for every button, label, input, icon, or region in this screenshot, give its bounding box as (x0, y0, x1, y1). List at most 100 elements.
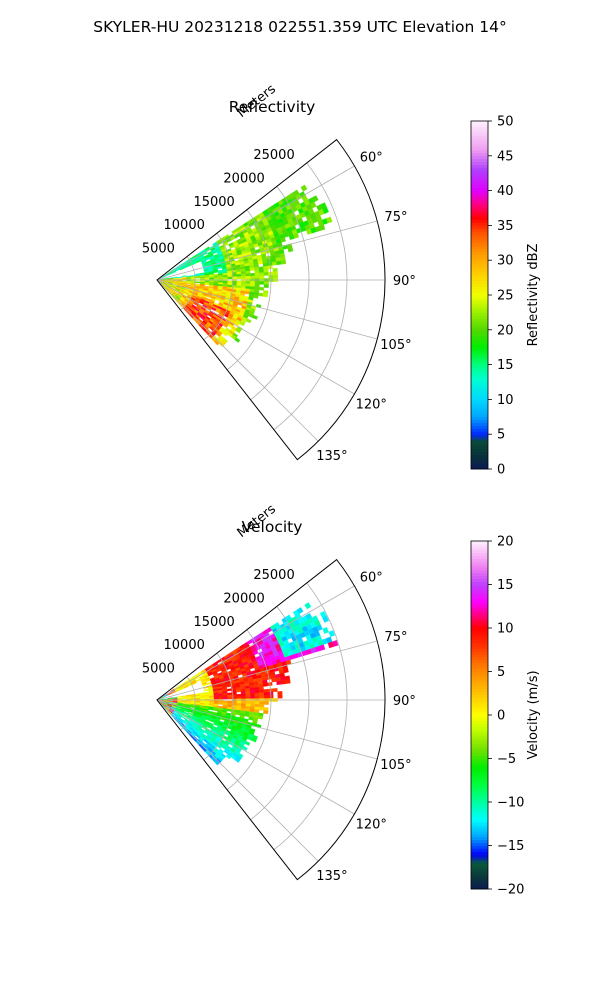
field-cell (227, 694, 233, 698)
colorbar-cell (471, 735, 488, 739)
colorbar-cell (471, 309, 488, 313)
colorbar-cell (471, 717, 488, 722)
colorbar-cell (471, 187, 488, 191)
reflectivity-plot: 60° 75° 90° 105° 120° 135° 5000 10000 15000 20000… (142, 82, 416, 464)
field-cell (254, 692, 260, 697)
colorbar-cell (471, 720, 488, 725)
field-cell (218, 702, 224, 705)
colorbar-cell (471, 219, 488, 223)
field-cell (254, 283, 260, 288)
field-cell (254, 272, 260, 277)
colorbar-cell (471, 242, 488, 247)
colorbar-cell (471, 199, 488, 203)
field-cell (258, 292, 264, 297)
azimuth-gridline (156, 585, 355, 701)
field-cell (245, 275, 251, 279)
colorbar-cell (471, 274, 488, 278)
field-cell (206, 681, 212, 686)
colorbar-cell (471, 599, 488, 603)
colorbar-cell (471, 303, 488, 307)
colorbar-tick-label: 40 (497, 184, 514, 199)
colorbar-cell (471, 297, 488, 302)
colorbar-cell (471, 263, 488, 267)
field-cell (195, 276, 201, 279)
colorbar-cell (471, 860, 488, 864)
field-cell (245, 318, 252, 324)
colorbar-cell (471, 796, 488, 800)
field-cell (262, 682, 269, 687)
colorbar-tick-label: −20 (497, 883, 524, 898)
azimuth-tick-label: 60° (360, 150, 383, 165)
colorbar-cell (471, 651, 488, 655)
range-ring (273, 162, 348, 431)
colorbar-cell (471, 416, 488, 421)
colorbar-cell (471, 654, 488, 658)
field-cell (195, 678, 201, 683)
field-cell (287, 247, 294, 253)
colorbar-cell (471, 584, 488, 588)
colorbar-cell (471, 152, 488, 157)
colorbar-cell (471, 425, 488, 429)
colorbar-cell (471, 341, 488, 345)
field-cell (227, 274, 233, 278)
colorbar-tick-label: 15 (497, 578, 514, 593)
colorbar-cell (471, 601, 488, 606)
field-cell (200, 277, 206, 280)
range-ring (273, 582, 348, 851)
colorbar-cell (471, 231, 488, 235)
field-cell (200, 697, 206, 700)
field-cell (276, 680, 282, 686)
field-cell (209, 697, 215, 700)
colorbar-cell (471, 155, 488, 160)
field-cell (249, 267, 255, 272)
field-cell (263, 695, 269, 699)
field-cell (241, 696, 247, 699)
colorbar-cell (471, 610, 488, 614)
field-cell (236, 280, 242, 284)
colorbar-cell (471, 466, 488, 470)
field-cell (236, 696, 242, 700)
colorbar-cell (471, 150, 488, 154)
colorbar-cell (471, 668, 488, 672)
field-cell (319, 644, 326, 651)
colorbar-cell (471, 645, 488, 649)
field-cell (272, 268, 278, 273)
colorbar-cell (471, 402, 488, 406)
range-tick-label: 15000 (193, 615, 234, 630)
field-cell (285, 659, 292, 665)
field-cell (263, 265, 269, 270)
field-cell (263, 272, 269, 276)
field-cell (222, 696, 228, 700)
field-cell (244, 290, 250, 295)
field-cell (262, 293, 269, 298)
colorbar-cell (471, 744, 488, 748)
azimuth-gridline (156, 699, 319, 862)
figure-title: SKYLER-HU 20231218 022551.359 UTC Elevat… (93, 18, 507, 36)
azimuth-tick-label: 75° (384, 210, 407, 225)
colorbar-cell (471, 567, 488, 571)
field-cell (258, 689, 265, 694)
colorbar-cell (471, 170, 488, 174)
colorbar-tick-label: 35 (497, 219, 514, 234)
azimuth-tick-label: 105° (380, 338, 411, 353)
colorbar-tick-label: 10 (497, 393, 514, 408)
colorbar-cell (471, 778, 488, 783)
colorbar-cell (471, 379, 488, 383)
colorbar-cell (471, 335, 488, 339)
colorbar-cell (471, 799, 488, 803)
colorbar-cell (471, 338, 488, 342)
colorbar-cell (471, 564, 488, 568)
colorbar-cell (471, 329, 488, 334)
azimuth-gridline (156, 640, 378, 701)
velocity-panel: Velocity 60° 75° 90° 105° 120° 135° 5000 10000 1… (142, 502, 541, 898)
colorbar-cell (471, 787, 488, 791)
field-cell (277, 691, 283, 696)
azimuth-tick-label: 105° (380, 758, 411, 773)
colorbar-cell (471, 129, 488, 133)
azimuth-tick-label: 90° (393, 694, 416, 709)
azimuth-tick-label: 135° (316, 869, 347, 884)
field-cell (241, 701, 247, 704)
colorbar-cell (471, 593, 488, 597)
colorbar-cell (471, 700, 488, 704)
colorbar-cell (471, 173, 488, 177)
